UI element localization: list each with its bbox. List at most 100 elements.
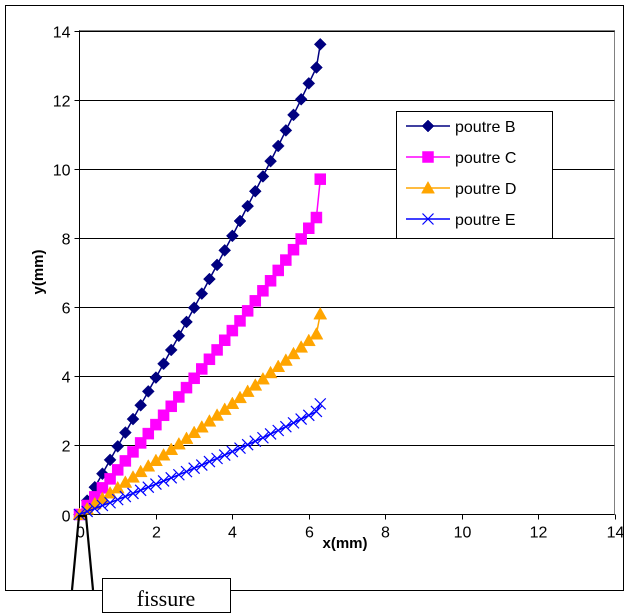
legend-item: poutre E (406, 212, 515, 229)
data-point (294, 340, 309, 353)
data-point-stroke (218, 449, 231, 461)
x-tick-label: 6 (305, 525, 314, 542)
legend-label: poutre B (455, 119, 515, 136)
data-point-stroke (104, 496, 116, 509)
legend-label: poutre D (455, 181, 516, 198)
data-point (104, 496, 116, 509)
data-point-stroke (226, 445, 239, 458)
y-axis-title: y(mm) (30, 249, 47, 294)
data-point (203, 455, 216, 468)
data-point (264, 428, 277, 440)
legend: poutre B poutre C poutre D poutre E (396, 111, 553, 239)
data-point (142, 481, 155, 494)
data-point (73, 508, 86, 521)
data-point-stroke (314, 397, 327, 410)
data-point (188, 372, 200, 385)
data-point-stroke (188, 462, 201, 475)
data-point-stroke (234, 442, 246, 455)
data-point (111, 440, 125, 453)
x-tick-label: 14 (607, 525, 625, 542)
data-point (314, 173, 326, 185)
data-point (249, 435, 262, 448)
crack-mark (70, 514, 95, 591)
data-point (111, 464, 124, 476)
data-point (195, 459, 208, 471)
series-layer (72, 37, 328, 521)
y-tick-label: 8 (62, 232, 71, 249)
data-point-stroke (203, 455, 216, 468)
data-point (421, 180, 435, 194)
data-point (218, 244, 232, 257)
data-point (126, 412, 140, 426)
data-point (286, 346, 301, 360)
legend-item: poutre C (406, 150, 516, 167)
data-point-stroke (165, 471, 178, 484)
data-point (301, 333, 316, 347)
x-tick-label: 12 (530, 525, 548, 542)
data-point (119, 426, 132, 439)
data-point-stroke (295, 413, 308, 426)
data-point (302, 77, 316, 90)
data-point (240, 384, 255, 397)
x-tick-label: 2 (152, 525, 161, 542)
data-point (104, 473, 116, 485)
data-point (313, 306, 328, 320)
y-tick-label: 6 (62, 301, 71, 318)
data-point (164, 343, 178, 357)
data-point (294, 92, 308, 106)
data-point (279, 124, 293, 137)
data-point-stroke (257, 431, 269, 444)
data-point (257, 285, 269, 297)
data-point (234, 442, 246, 455)
data-point (302, 409, 315, 422)
data-point (310, 405, 323, 418)
data-point (280, 254, 292, 266)
data-point (195, 287, 209, 300)
data-point (226, 445, 239, 458)
data-point (187, 301, 201, 315)
data-point (226, 229, 239, 243)
data-point (241, 438, 254, 451)
data-point (272, 424, 285, 437)
data-point-stroke (180, 465, 193, 478)
data-point-stroke (302, 409, 315, 422)
data-point (310, 211, 323, 224)
x-tick-label: 10 (454, 525, 472, 542)
fissure-label: fissure (137, 586, 196, 611)
data-point (119, 455, 132, 467)
data-point (287, 416, 300, 429)
data-point-stroke (287, 416, 300, 429)
data-point (248, 378, 263, 391)
x-tick-labels: 0 2 4 6 8 10 12 14 (76, 525, 624, 542)
data-point (257, 431, 269, 444)
data-point (127, 446, 139, 458)
data-point-stroke (73, 508, 86, 521)
fissure-label-box (102, 578, 231, 613)
data-point (226, 324, 239, 337)
data-point (287, 243, 300, 256)
y-tick-label: 2 (62, 439, 71, 456)
data-point (271, 359, 286, 372)
data-point (241, 199, 254, 213)
data-point (188, 462, 201, 475)
data-point-stroke (195, 459, 208, 471)
data-point (264, 275, 277, 287)
data-point-stroke (150, 478, 162, 491)
data-point (111, 493, 124, 506)
data-point (295, 233, 307, 245)
data-point (218, 334, 231, 347)
data-point (272, 264, 284, 277)
data-point (157, 357, 170, 371)
data-point (248, 184, 262, 198)
data-point (234, 315, 246, 327)
data-point (150, 418, 162, 431)
data-point (295, 413, 308, 426)
data-point (422, 151, 434, 163)
legend-box (396, 111, 553, 239)
data-point-stroke (119, 490, 132, 503)
data-point (103, 453, 117, 467)
data-point (88, 502, 101, 515)
legend-label: poutre C (455, 150, 516, 167)
data-point (127, 487, 139, 500)
